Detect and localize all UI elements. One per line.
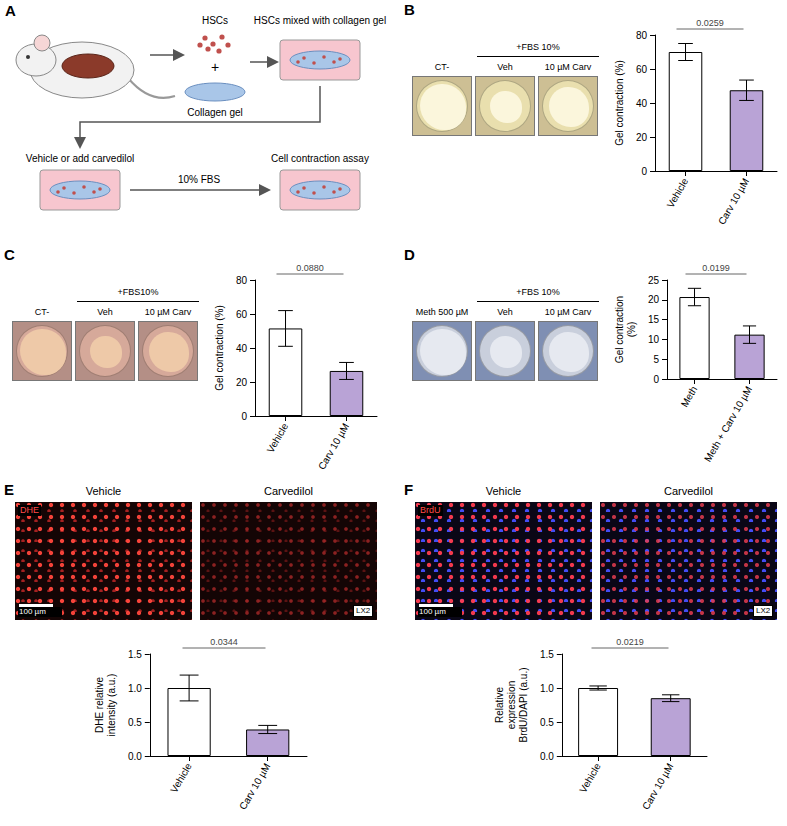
svg-text:1.0: 1.0 [540,683,554,694]
html-text:CT-: CT- [434,62,450,72]
html-text:Veh: Veh [97,307,113,317]
html-text:+FBS 10%: +FBS 10% [516,42,560,52]
svg-text:1.5: 1.5 [128,649,142,660]
svg-text:Meth + Carv 10 µM: Meth + Carv 10 µM [702,384,754,463]
html-text:F: F [404,481,414,498]
svg-text:40: 40 [236,343,248,354]
html-text:+FBS10%: +FBS10% [117,287,159,297]
svg-text:15: 15 [648,314,660,325]
svg-text:expression: expression [506,681,517,729]
svg-text:Collagen gel: Collagen gel [187,107,243,118]
svg-text:Gel contraction (%): Gel contraction (%) [214,305,225,391]
svg-text:10: 10 [648,334,660,345]
html-text:10 µM Carv: 10 µM Carv [144,307,192,317]
svg-text:40: 40 [636,98,648,109]
svg-text:25: 25 [648,275,660,286]
svg-text:intensity (a.u.): intensity (a.u.) [106,674,117,737]
svg-text:Gel contraction (%): Gel contraction (%) [614,60,625,146]
svg-text:HSCs: HSCs [202,15,228,26]
html-text:Vehicle: Vehicle [85,485,122,497]
svg-text:Relative: Relative [494,687,505,724]
html-text:DHE: DHE [20,505,39,515]
svg-text:0.0: 0.0 [540,751,554,762]
svg-text:BrdU/DAPI (a.u.): BrdU/DAPI (a.u.) [518,667,529,742]
svg-text:Vehicle: Vehicle [265,421,291,455]
svg-text:Carv 10 µM: Carv 10 µM [640,761,675,811]
svg-text:Vehicle: Vehicle [577,761,603,795]
html-text:C: C [4,246,15,263]
svg-text:0.5: 0.5 [540,717,554,728]
svg-text:80: 80 [236,275,248,286]
html-text:D: D [404,246,415,263]
html-text:B: B [404,1,415,18]
html-text:Meth 500 µM: Meth 500 µM [415,307,469,317]
svg-text:Cell contraction assay: Cell contraction assay [271,153,369,164]
html-text:10 µM Carv: 10 µM Carv [544,62,592,72]
svg-text:Vehicle or add carvedilol: Vehicle or add carvedilol [26,153,134,164]
svg-text:0.0: 0.0 [128,751,142,762]
svg-text:0.0880: 0.0880 [296,263,324,273]
svg-text:Carv 10 µM: Carv 10 µM [716,176,751,226]
svg-text:+: + [211,59,219,75]
html-text:100 µm: 100 µm [19,607,46,616]
svg-text:1.5: 1.5 [540,649,554,660]
svg-text:Meth: Meth [679,384,700,409]
svg-text:Vehicle: Vehicle [168,761,194,795]
svg-text:0: 0 [653,374,659,385]
html-text:CT-: CT- [34,307,50,317]
svg-text:1.0: 1.0 [128,683,142,694]
svg-text:Gel contraction: Gel contraction [614,296,625,363]
svg-text:80: 80 [636,30,648,41]
svg-text:DHE relative: DHE relative [94,677,105,734]
html-text:10 µM Carv: 10 µM Carv [544,307,592,317]
svg-text:0.5: 0.5 [128,717,142,728]
svg-text:60: 60 [636,64,648,75]
svg-text:5: 5 [653,354,659,365]
html-text:Veh: Veh [497,307,513,317]
svg-text:20: 20 [636,132,648,143]
svg-text:(%): (%) [626,322,637,338]
html-text:100 µm: 100 µm [419,607,446,616]
svg-text:20: 20 [236,377,248,388]
svg-text:0.0199: 0.0199 [702,263,730,273]
svg-text:0.0219: 0.0219 [616,637,644,647]
svg-text:60: 60 [236,309,248,320]
svg-text:Vehicle: Vehicle [665,176,691,210]
html-text:LX2: LX2 [756,606,771,615]
svg-text:20: 20 [648,294,660,305]
svg-text:10% FBS: 10% FBS [178,174,221,185]
html-text:Carvedilol: Carvedilol [264,485,313,497]
html-text:E: E [4,481,14,498]
svg-text:0: 0 [241,411,247,422]
svg-text:HSCs mixed with collagen gel: HSCs mixed with collagen gel [254,15,386,26]
svg-text:0.0259: 0.0259 [696,18,724,28]
svg-text:0.0344: 0.0344 [210,637,238,647]
html-text:Carvedilol: Carvedilol [664,485,713,497]
svg-text:Carv 10 µM: Carv 10 µM [316,421,351,471]
html-text:Veh: Veh [497,62,513,72]
html-text:BrdU: BrdU [420,505,441,515]
html-text:LX2: LX2 [356,606,371,615]
svg-text:0: 0 [641,166,647,177]
svg-text:A: A [5,2,16,19]
html-text:Vehicle: Vehicle [485,485,522,497]
html-text:+FBS 10%: +FBS 10% [516,287,560,297]
svg-text:Carv 10 µM: Carv 10 µM [237,761,272,811]
